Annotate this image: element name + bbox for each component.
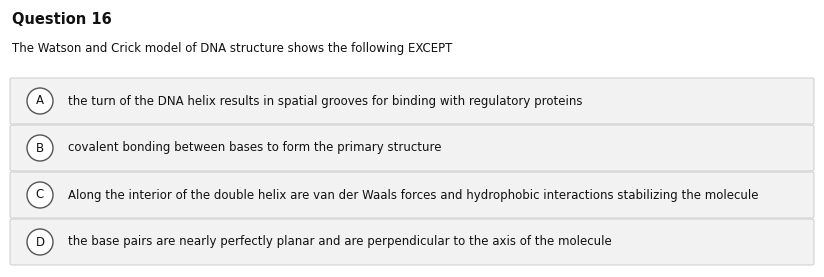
FancyBboxPatch shape xyxy=(10,172,814,218)
Text: D: D xyxy=(35,235,44,248)
Ellipse shape xyxy=(27,88,53,114)
Text: Question 16: Question 16 xyxy=(12,12,112,27)
Text: the turn of the DNA helix results in spatial grooves for binding with regulatory: the turn of the DNA helix results in spa… xyxy=(68,94,583,107)
Text: Along the interior of the double helix are van der Waals forces and hydrophobic : Along the interior of the double helix a… xyxy=(68,189,759,201)
Text: the base pairs are nearly perfectly planar and are perpendicular to the axis of : the base pairs are nearly perfectly plan… xyxy=(68,235,611,248)
Text: covalent bonding between bases to form the primary structure: covalent bonding between bases to form t… xyxy=(68,142,442,155)
Ellipse shape xyxy=(27,135,53,161)
Text: C: C xyxy=(36,189,44,201)
FancyBboxPatch shape xyxy=(10,219,814,265)
FancyBboxPatch shape xyxy=(10,78,814,124)
Ellipse shape xyxy=(27,229,53,255)
Text: B: B xyxy=(36,142,44,155)
Ellipse shape xyxy=(27,182,53,208)
Text: The Watson and Crick model of DNA structure shows the following EXCEPT: The Watson and Crick model of DNA struct… xyxy=(12,42,452,55)
FancyBboxPatch shape xyxy=(10,125,814,171)
Text: A: A xyxy=(36,94,44,107)
